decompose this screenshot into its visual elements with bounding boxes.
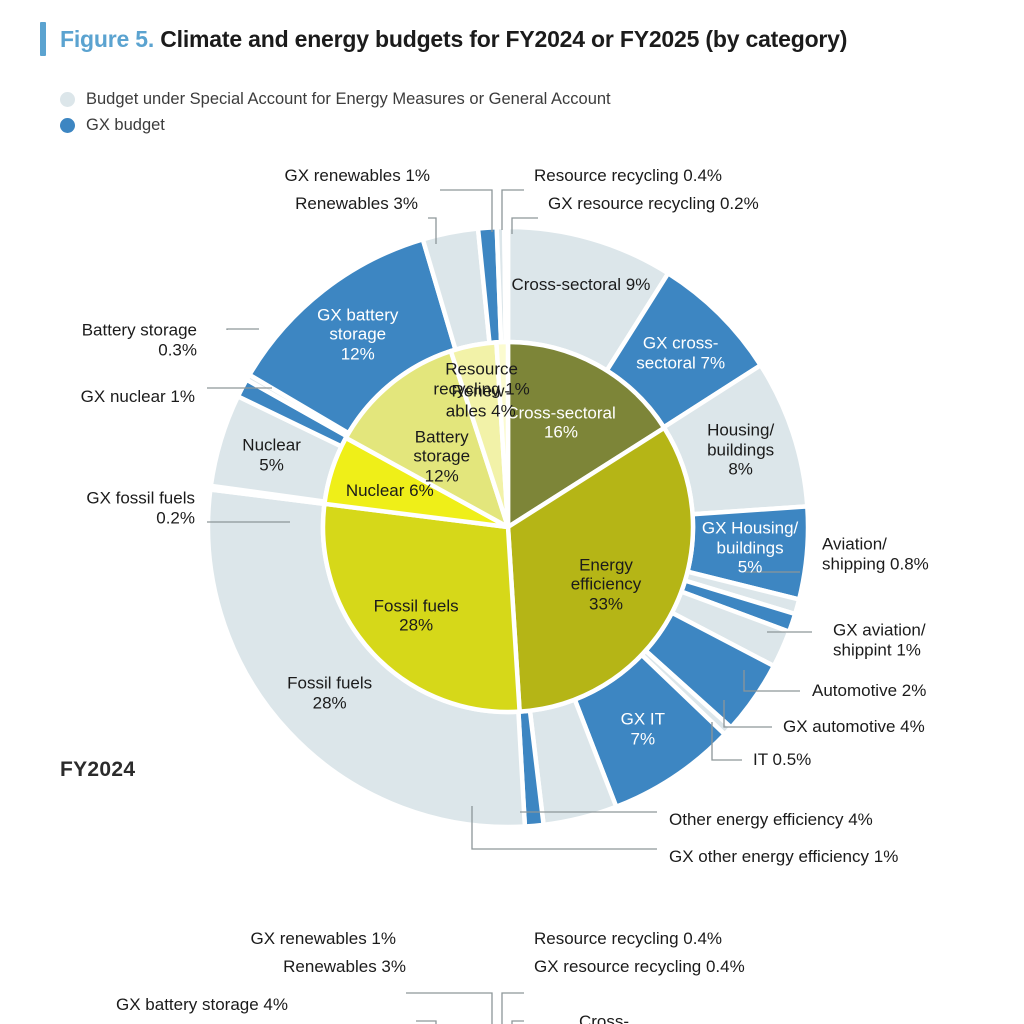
inner-wedge-2[interactable] (320, 501, 522, 715)
legend-label-gx: GX budget (86, 115, 165, 134)
figure-number: Figure 5. (60, 25, 155, 52)
inner-wedge-4[interactable] (343, 348, 511, 530)
inner-wedge-6[interactable] (494, 339, 511, 530)
legend-dot-general-icon (60, 91, 75, 107)
figure-title-text: Climate and energy budgets for FY2024 or… (160, 25, 848, 52)
chart-legend: Budget under Special Account for Energy … (60, 86, 611, 138)
inner-wedge-0[interactable] (505, 339, 667, 530)
legend-item-gx[interactable]: GX budget (60, 112, 611, 138)
legend-dot-gx-icon (60, 117, 75, 133)
legend-label-general: Budget under Special Account for Energy … (86, 89, 611, 108)
figure-title-row: Figure 5. Climate and energy budgets for… (40, 22, 847, 56)
inner-wedge-1[interactable] (505, 425, 696, 714)
page-title: Figure 5. Climate and energy budgets for… (60, 26, 847, 53)
legend-item-general[interactable]: Budget under Special Account for Energy … (60, 86, 611, 112)
title-accent-bar (40, 22, 46, 56)
fy2024-year-label: FY2024 (60, 758, 136, 781)
